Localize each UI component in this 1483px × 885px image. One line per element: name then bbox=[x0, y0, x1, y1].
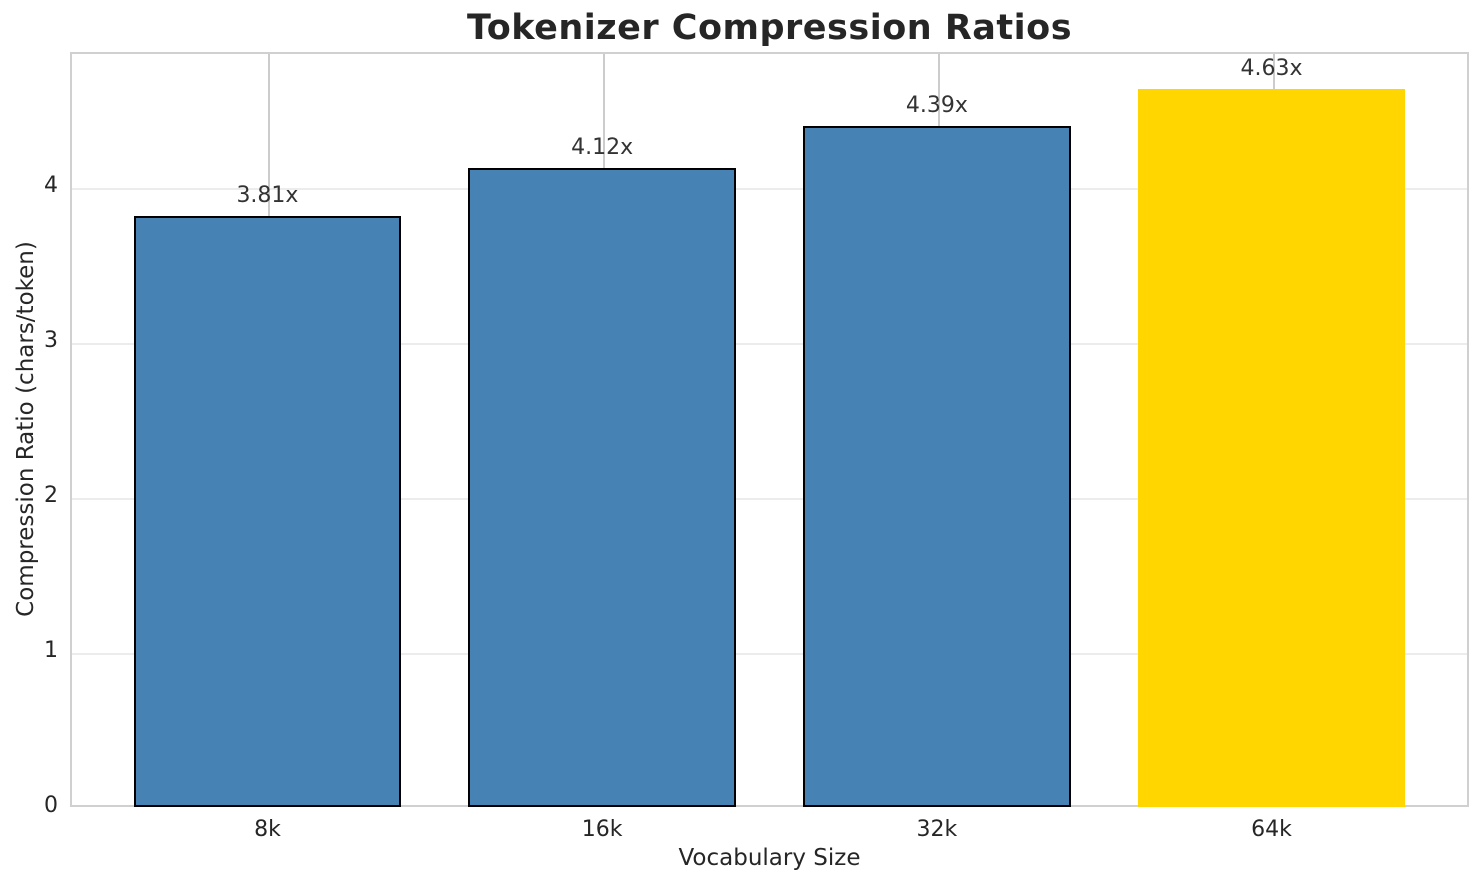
horizontal-gridline bbox=[72, 497, 1467, 500]
x-tick-label-32k: 32k bbox=[916, 817, 958, 842]
x-tick-label-64k: 64k bbox=[1251, 817, 1292, 842]
y-tick-label: 1 bbox=[44, 637, 58, 663]
horizontal-gridline bbox=[72, 187, 1467, 190]
bar-8k bbox=[133, 216, 402, 807]
horizontal-gridline bbox=[72, 342, 1467, 345]
x-axis-label: Vocabulary Size bbox=[678, 845, 861, 871]
bar-value-label: 4.12x bbox=[571, 135, 634, 161]
y-axis-label: Compression Ratio (chars/token) bbox=[13, 241, 39, 617]
chart-title: Tokenizer Compression Ratios bbox=[466, 8, 1073, 48]
horizontal-gridline bbox=[72, 652, 1467, 655]
y-tick-label: 3 bbox=[44, 327, 58, 353]
y-tick-label: 4 bbox=[44, 172, 58, 198]
bar-value-label: 4.63x bbox=[1240, 56, 1303, 82]
y-tick-label: 2 bbox=[44, 482, 58, 508]
bar-value-label: 4.39x bbox=[905, 93, 968, 119]
bar-64k bbox=[1137, 89, 1406, 807]
x-tick-label-16k: 16k bbox=[581, 817, 623, 842]
y-tick-label: 0 bbox=[44, 793, 58, 818]
bar-32k bbox=[802, 126, 1071, 807]
bar-value-label: 3.81x bbox=[236, 183, 299, 209]
x-tick-label-8k: 8k bbox=[254, 817, 281, 842]
bar-16k bbox=[468, 168, 737, 807]
